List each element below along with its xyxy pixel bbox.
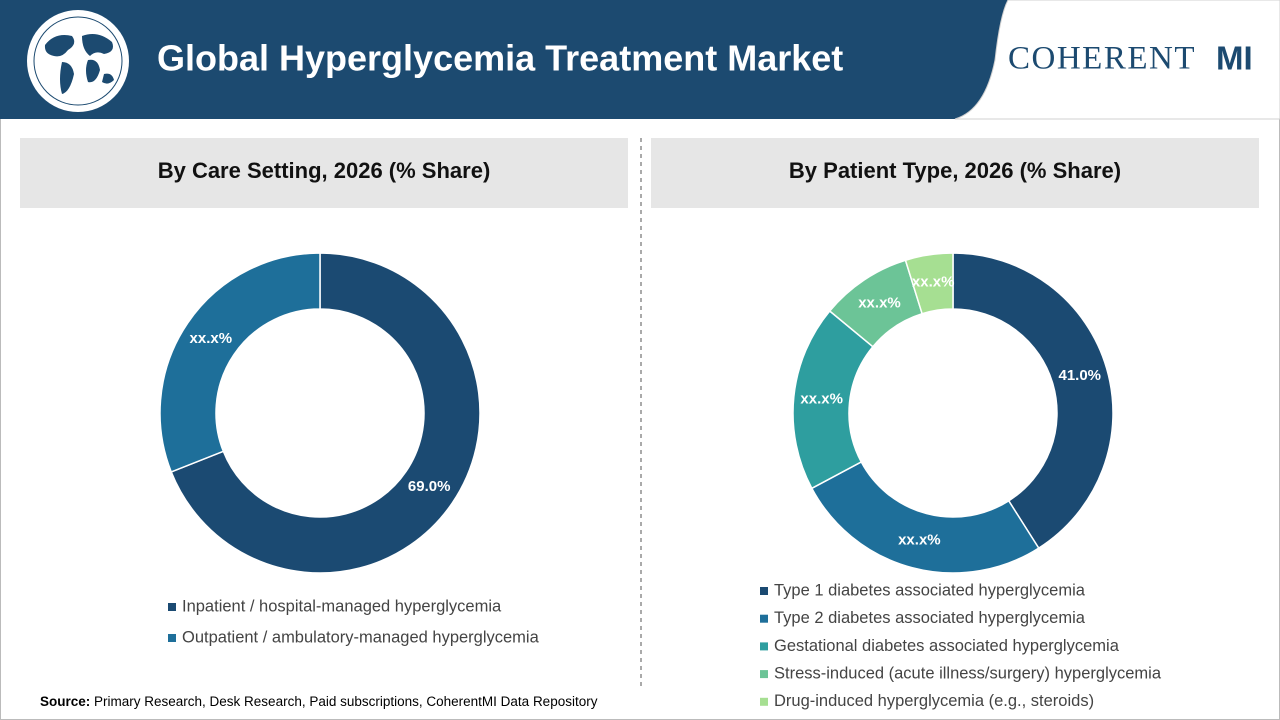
page-title: Global Hyperglycemia Treatment Market (157, 38, 843, 79)
legend-marker (760, 697, 768, 706)
source-note: Source: Primary Research, Desk Research,… (40, 694, 598, 709)
logo-area (954, 0, 1280, 120)
legend-marker (760, 670, 768, 679)
source-label: Source: (40, 694, 90, 709)
source-text: Primary Research, Desk Research, Paid su… (90, 694, 597, 709)
legend-label: Gestational diabetes associated hypergly… (774, 637, 1120, 655)
panel-header (20, 138, 628, 208)
data-label: xx.x% (912, 273, 955, 290)
donut-segment (159, 252, 321, 473)
donut-segment (904, 252, 954, 315)
donut-segment (170, 252, 481, 574)
chart-title: By Patient Type, 2026 (% Share) (789, 158, 1121, 183)
logo-accent: MI (1216, 40, 1253, 77)
data-label: xx.x% (858, 294, 901, 311)
legend-marker (760, 642, 768, 651)
legend-label: Outpatient / ambulatory-managed hypergly… (182, 628, 540, 646)
legend-marker (168, 634, 176, 642)
data-label: 41.0% (1058, 367, 1101, 384)
legend-label: Stress-induced (acute illness/surgery) h… (774, 664, 1162, 682)
data-label: xx.x% (800, 391, 843, 408)
data-label: xx.x% (898, 532, 941, 549)
globe-icon (27, 10, 129, 112)
donut-segment (952, 252, 1114, 550)
chart-title: By Care Setting, 2026 (% Share) (158, 158, 491, 183)
legend-label: Drug-induced hyperglycemia (e.g., steroi… (774, 692, 1094, 710)
logo: COHERENT MI (1008, 40, 1253, 77)
data-label: xx.x% (190, 330, 233, 347)
data-label: 69.0% (408, 478, 451, 495)
legend-label: Type 1 diabetes associated hyperglycemia (774, 581, 1086, 599)
legend-marker (760, 587, 768, 595)
logo-text: COHERENT (1008, 41, 1196, 77)
legend-label: Inpatient / hospital-managed hyperglycem… (182, 597, 502, 615)
legend-marker (760, 614, 768, 623)
legend-marker (168, 603, 176, 611)
legend-label: Type 2 diabetes associated hyperglycemia (774, 609, 1086, 627)
panel-header (651, 138, 1259, 208)
